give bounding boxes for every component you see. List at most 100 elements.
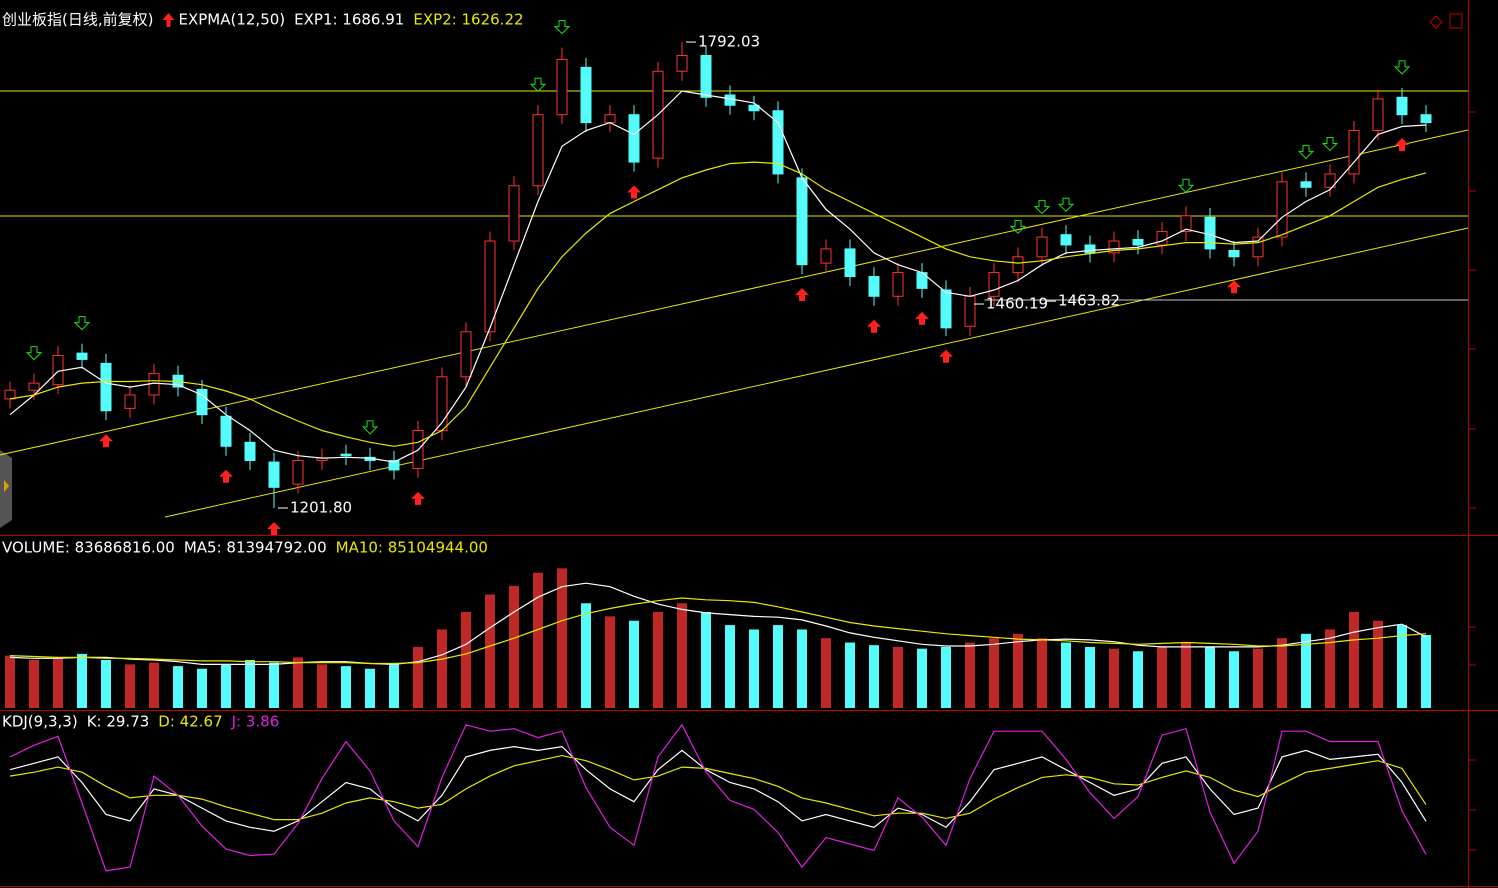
candle-body <box>1228 249 1240 258</box>
candle-body <box>76 352 88 360</box>
volume-bar <box>365 668 375 708</box>
candle-body <box>28 382 40 391</box>
volume-bar <box>1157 646 1167 708</box>
sell-arrow <box>1297 144 1315 160</box>
indicator-label: EXPMA(12,50) <box>178 11 285 29</box>
volume-bar <box>1373 620 1383 708</box>
candle-body <box>1300 181 1312 188</box>
buy-arrow <box>939 349 953 363</box>
volume-bar <box>5 655 15 708</box>
candle-body <box>964 295 976 327</box>
volume-bar <box>821 638 831 708</box>
candle-body <box>484 240 496 333</box>
candle-body <box>748 104 760 112</box>
buy-arrow <box>411 491 425 505</box>
candle-body <box>1252 236 1264 258</box>
legend-entry: MA5: 81394792.00 <box>184 539 327 557</box>
icon-box[interactable] <box>1449 13 1463 29</box>
volume-bar <box>77 653 87 708</box>
chart-title: 创业板指(日线,前复权) <box>2 11 153 29</box>
candle-body <box>244 441 256 461</box>
volume-bar <box>1397 625 1407 708</box>
volume-bar <box>101 660 111 708</box>
legend-entry: VOLUME: 83686816.00 <box>2 539 175 557</box>
volume-bar <box>509 585 519 708</box>
volume-bar <box>149 662 159 708</box>
plot: 1792.03 1201.80 1460.19 1463.82 创业板指(日线,前复权)… <box>0 11 1469 872</box>
candle-body <box>700 54 712 98</box>
candle-body <box>52 354 64 386</box>
candle-body <box>580 66 592 124</box>
volume-bar <box>869 645 879 708</box>
volume-bar <box>1181 642 1191 708</box>
volume-bar <box>197 668 207 708</box>
candle-body <box>1156 231 1168 246</box>
candle-body <box>1204 216 1216 250</box>
annotation-label: 1201.80 <box>290 499 352 517</box>
candle-body <box>1276 181 1288 238</box>
volume-bar <box>437 629 447 708</box>
kdj-line <box>9 723 1427 872</box>
indicator-title: KDJ(9,3,3) <box>2 713 78 731</box>
volume-bar <box>125 664 135 708</box>
candle-body <box>820 248 832 264</box>
volume-bar <box>1325 629 1335 708</box>
volume-bar <box>557 568 567 708</box>
volume-bar <box>581 603 591 708</box>
volume-bar <box>629 620 639 708</box>
volume-bar <box>245 660 255 708</box>
candle-body <box>388 459 400 471</box>
volume-bar <box>797 629 807 708</box>
volume-bar <box>965 642 975 708</box>
candle-body <box>508 185 520 242</box>
candle-body <box>940 289 952 329</box>
legend-icon <box>162 13 175 27</box>
volume-bar <box>1013 633 1023 708</box>
trend-line <box>164 227 1469 518</box>
legend-entry: EXP2: 1626.22 <box>413 11 523 29</box>
volume-bar <box>1109 648 1119 708</box>
candle-body <box>1060 234 1072 246</box>
candle-body <box>892 272 904 297</box>
volume-bar <box>1277 638 1287 708</box>
candle-body <box>1324 173 1336 188</box>
volume-bar <box>773 625 783 708</box>
volume-bar <box>1037 638 1047 708</box>
volume-bar <box>533 572 543 708</box>
volume-bar <box>1301 633 1311 708</box>
volume-bar <box>341 666 351 708</box>
candle-body <box>988 272 1000 297</box>
candle-body <box>4 389 16 400</box>
buy-arrow <box>867 319 881 333</box>
candle-body <box>1372 98 1384 131</box>
volume-bar <box>293 657 303 708</box>
buy-arrow <box>1227 280 1241 294</box>
sell-arrow <box>1177 178 1195 193</box>
icon-diamond[interactable] <box>1429 15 1443 29</box>
volume-bar <box>1349 612 1359 708</box>
volume-bar <box>677 603 687 708</box>
volume-bar <box>1061 642 1071 708</box>
legend-entry: K: 29.73 <box>87 713 150 731</box>
volume-bar <box>1253 648 1263 708</box>
volume-bar <box>701 612 711 708</box>
ma-line <box>9 582 1427 666</box>
candle-body <box>1396 96 1408 116</box>
volume-bar <box>317 664 327 708</box>
volume-bar <box>749 629 759 708</box>
candle-body <box>604 114 616 124</box>
candle-body <box>1348 129 1360 175</box>
volume-bar <box>413 646 423 708</box>
sell-arrow <box>1057 197 1075 212</box>
buy-arrow <box>915 311 929 325</box>
volume-bar <box>269 662 279 708</box>
candle-body <box>1180 215 1192 233</box>
candle-body <box>1108 240 1120 254</box>
sell-arrow <box>529 77 547 92</box>
volume-bar <box>845 642 855 708</box>
volume-bar <box>989 638 999 708</box>
volume-bar <box>941 646 951 708</box>
volume-bar <box>485 594 495 708</box>
candle-body <box>724 94 736 106</box>
